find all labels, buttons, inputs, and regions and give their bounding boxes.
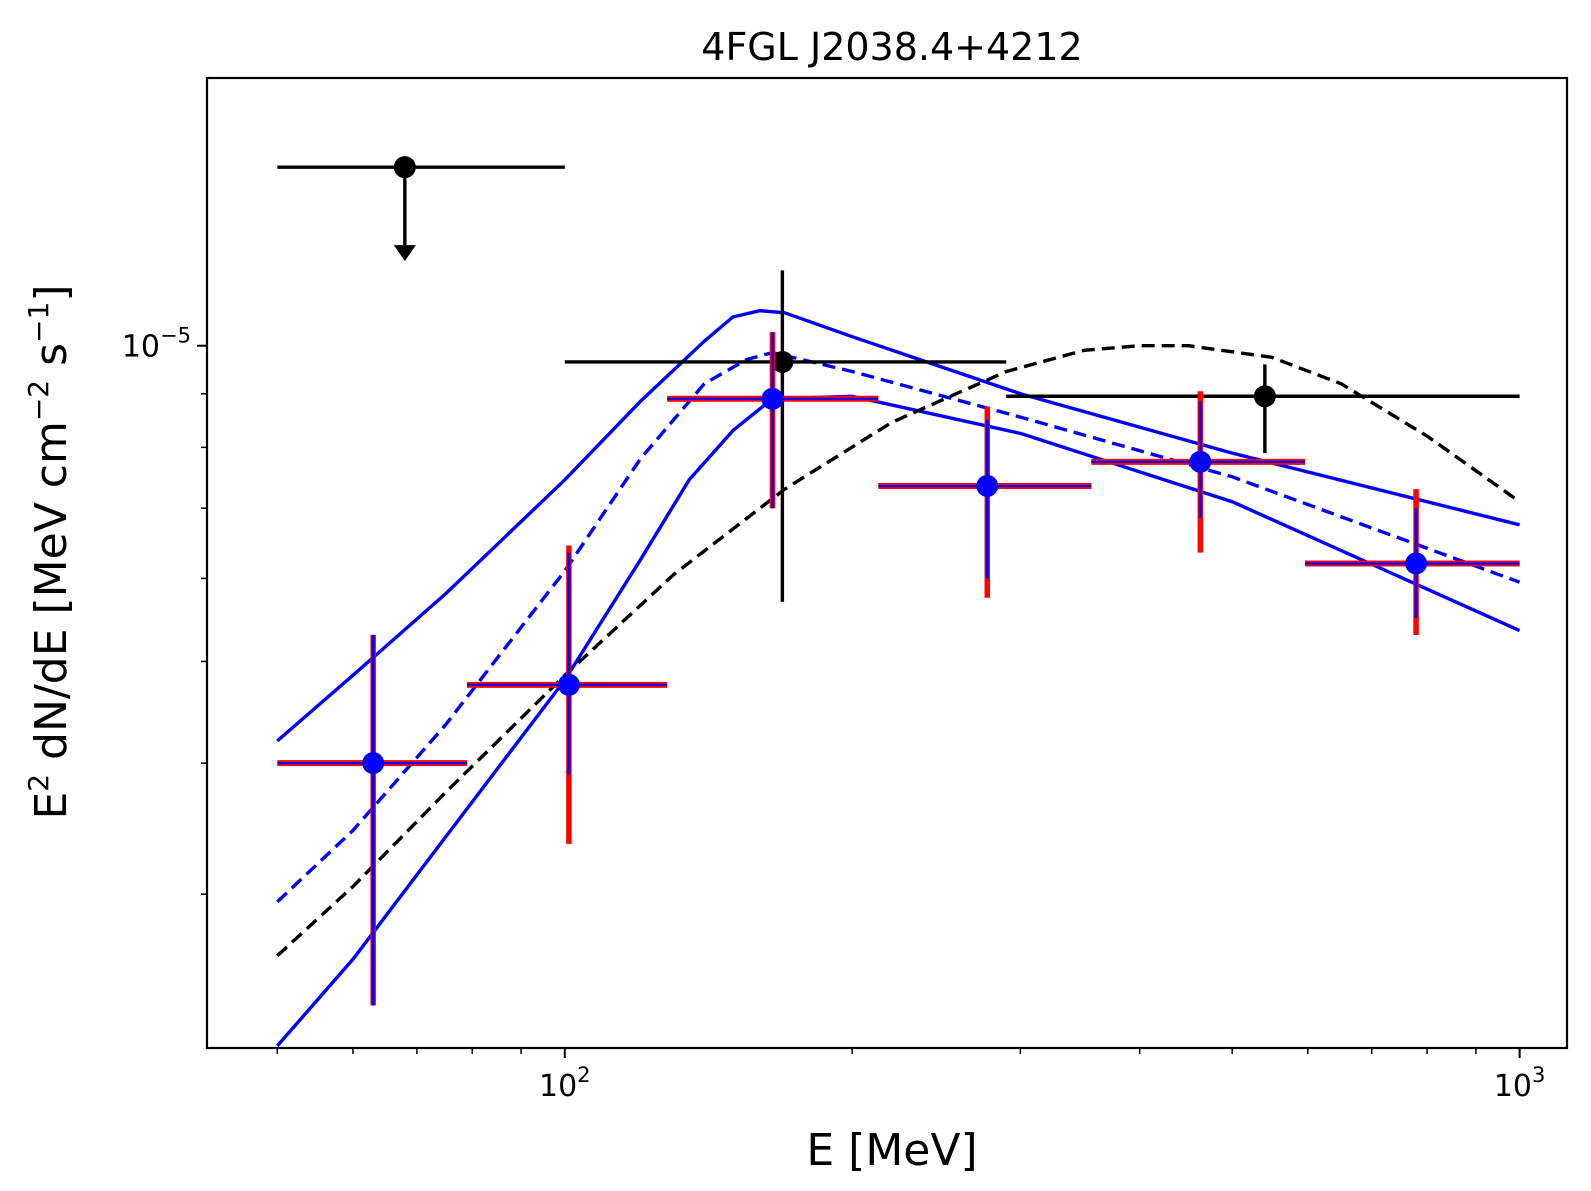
data-point-marker bbox=[761, 387, 784, 410]
x-tick-label-exp: 3 bbox=[1532, 1063, 1545, 1087]
data-point-marker bbox=[557, 673, 580, 696]
y-tick-label-base: 10 bbox=[122, 330, 160, 365]
model-line-3 bbox=[276, 309, 1521, 743]
y-axis-label: E2 dN/dE [MeV cm−2 s−1] bbox=[22, 284, 77, 819]
ul-arrow-head bbox=[393, 245, 416, 262]
data-point-marker bbox=[1405, 552, 1428, 575]
data-points bbox=[277, 156, 1520, 1006]
y-label-middle: dN/dE [MeV cm bbox=[26, 421, 77, 774]
data-point-marker bbox=[1189, 450, 1212, 473]
ul-marker bbox=[393, 156, 416, 179]
data-point-marker bbox=[771, 350, 794, 373]
model-curves bbox=[276, 309, 1521, 1048]
data-point-marker bbox=[1253, 385, 1276, 408]
x-tick-label: 103 bbox=[1494, 1063, 1546, 1104]
y-label-sup-2: −2 bbox=[22, 380, 55, 421]
model-line-5 bbox=[276, 350, 1521, 904]
y-label-sup-1: 2 bbox=[22, 774, 55, 792]
model-line-4 bbox=[276, 394, 1521, 1048]
data-point-marker bbox=[976, 474, 999, 497]
data-point-marker bbox=[362, 752, 385, 775]
model-line-6 bbox=[276, 344, 1521, 958]
x-tick-label-exp: 2 bbox=[577, 1063, 590, 1087]
y-label-middle-2: s bbox=[26, 343, 77, 380]
y-label-prefix: E bbox=[26, 792, 77, 820]
y-tick-label-exp: −5 bbox=[160, 324, 191, 348]
x-tick-label-base: 10 bbox=[1494, 1069, 1532, 1104]
plot-frame bbox=[205, 76, 1569, 1050]
x-axis-label: E [MeV] bbox=[806, 1125, 977, 1176]
x-tick-label-base: 10 bbox=[539, 1069, 577, 1104]
y-label-suffix: ] bbox=[26, 284, 77, 301]
x-tick-label: 102 bbox=[539, 1063, 591, 1104]
chart-title: 4FGL J2038.4+4212 bbox=[701, 25, 1082, 69]
y-label-sup-3: −1 bbox=[22, 302, 55, 343]
y-tick-label: 10−5 bbox=[122, 324, 191, 365]
